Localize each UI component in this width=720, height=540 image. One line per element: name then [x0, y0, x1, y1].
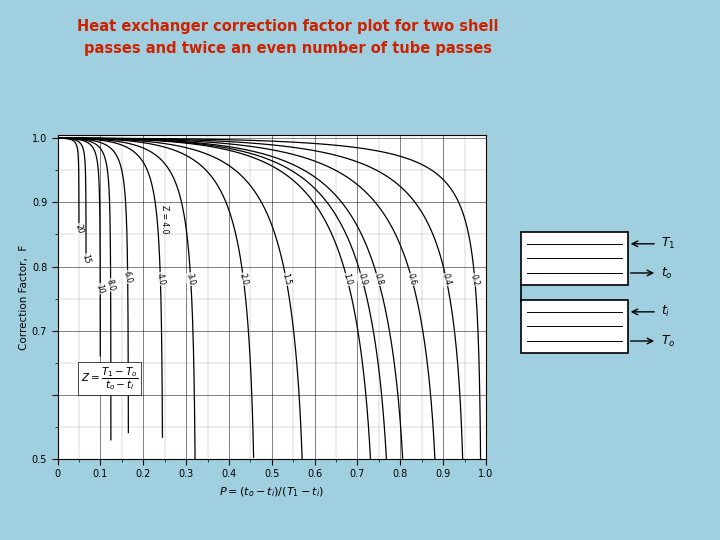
Text: $Z = \dfrac{T_1 - T_o}{t_o - t_i}$: $Z = \dfrac{T_1 - T_o}{t_o - t_i}$ — [81, 366, 138, 392]
Bar — [521, 300, 628, 353]
Text: Z = 4.0: Z = 4.0 — [161, 205, 169, 233]
Text: 0.6: 0.6 — [406, 272, 418, 286]
Text: 10: 10 — [94, 283, 106, 294]
Text: $t_i$: $t_i$ — [661, 305, 670, 319]
Text: 6.0: 6.0 — [122, 270, 134, 284]
Text: 4.0: 4.0 — [155, 272, 166, 286]
Text: 0.8: 0.8 — [372, 273, 384, 286]
Text: 0.9: 0.9 — [356, 272, 368, 286]
Text: $T_o$: $T_o$ — [661, 334, 675, 348]
Text: 0.2: 0.2 — [469, 273, 481, 287]
Y-axis label: Correction Factor,  F: Correction Factor, F — [19, 245, 29, 349]
Text: 1.5: 1.5 — [280, 273, 292, 286]
Text: 8.0: 8.0 — [104, 278, 117, 292]
X-axis label: $P = (t_o - t_i)/(T_1 - t_i)$: $P = (t_o - t_i)/(T_1 - t_i)$ — [220, 485, 324, 498]
Text: passes and twice an even number of tube passes: passes and twice an even number of tube … — [84, 40, 492, 56]
Text: 0.4: 0.4 — [441, 273, 452, 287]
Text: 15: 15 — [81, 253, 91, 265]
Text: 3.0: 3.0 — [185, 272, 197, 286]
Text: 2.0: 2.0 — [238, 272, 249, 286]
Text: 20: 20 — [73, 223, 84, 234]
Text: 1.0: 1.0 — [341, 273, 354, 286]
Text: $t_o$: $t_o$ — [661, 266, 672, 280]
Text: Heat exchanger correction factor plot for two shell: Heat exchanger correction factor plot fo… — [77, 19, 499, 34]
Text: $T_1$: $T_1$ — [661, 237, 675, 251]
Bar — [521, 232, 628, 285]
